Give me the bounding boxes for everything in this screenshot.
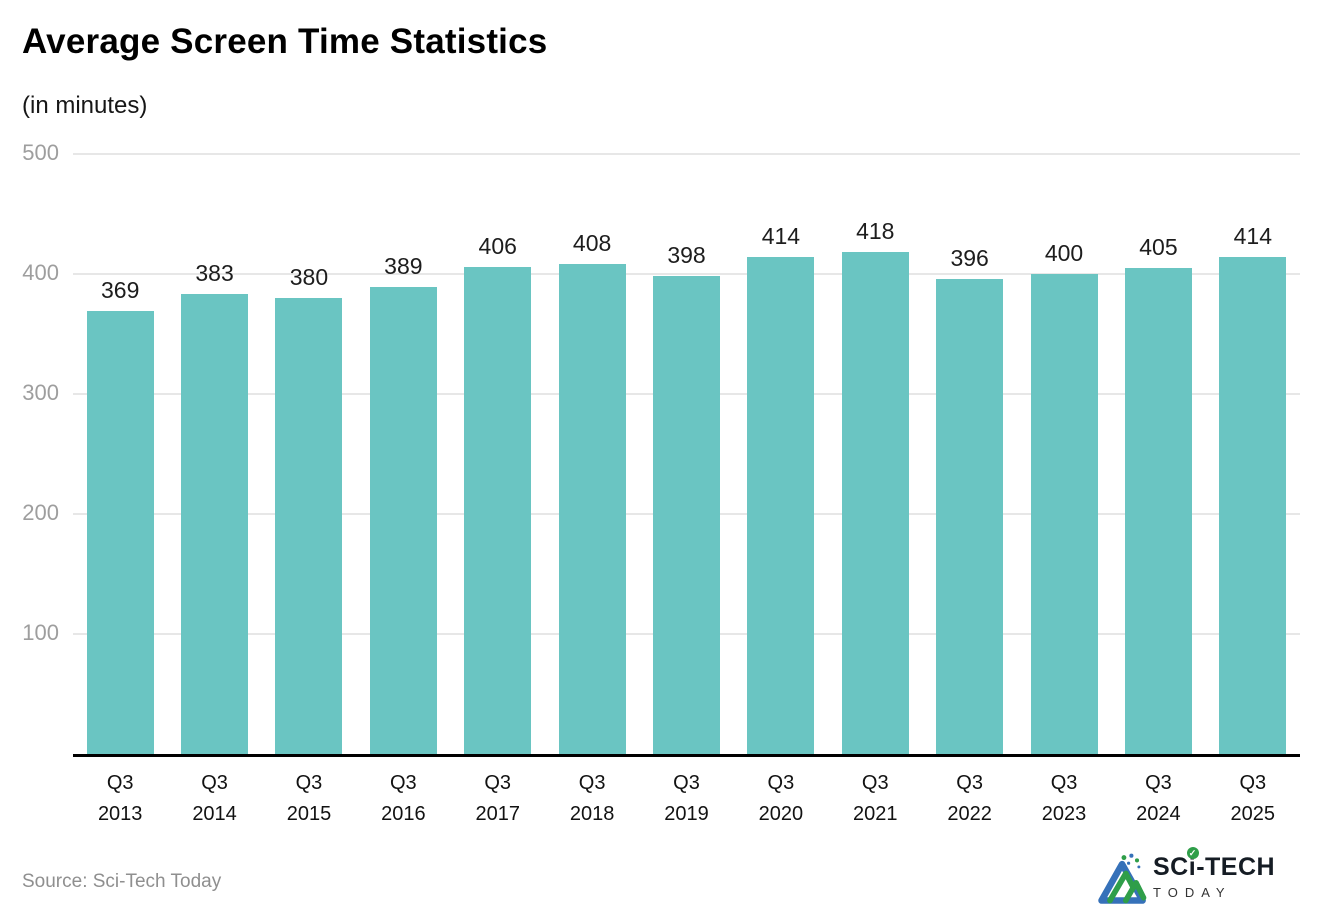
logo-wordmark-i-letter: i xyxy=(1188,853,1197,881)
y-tick-label-300: 300 xyxy=(22,380,59,405)
value-label-418: 418 xyxy=(856,218,895,245)
bar-q3-2016 xyxy=(369,287,437,754)
x-tick-label-q3-2018: Q3 2018 xyxy=(569,772,615,825)
value-label-369: 369 xyxy=(101,277,140,304)
y-tick-label-500: 500 xyxy=(22,140,59,165)
x-tick-label-q3-2019: Q3 2019 xyxy=(664,772,709,825)
x-tick-label-q3-2014: Q3 2014 xyxy=(192,772,237,825)
value-label-405: 405 xyxy=(1139,234,1178,260)
x-tick-label-q3-2024: Q3 2024 xyxy=(1136,772,1181,825)
value-label-400: 400 xyxy=(1044,240,1084,266)
bar-q3-2015 xyxy=(275,298,343,754)
bar-q3-2023 xyxy=(1030,274,1098,754)
value-label-383: 383 xyxy=(195,260,234,287)
value-label-396: 396 xyxy=(950,244,989,271)
x-tick-label-q3-2021: Q3 2021 xyxy=(853,772,898,825)
logo-wordmark-tech: -TECH xyxy=(1196,853,1276,881)
check-icon: ✓ xyxy=(1186,847,1199,859)
chart-title: Average Screen Time Statistics xyxy=(22,22,548,61)
chart-subtitle: (in minutes) xyxy=(22,92,148,119)
bar-q3-2021 xyxy=(841,252,909,754)
value-label-398: 398 xyxy=(667,242,706,269)
value-label-408: 408 xyxy=(572,230,612,257)
x-tick-label-q3-2022: Q3 2022 xyxy=(947,772,992,825)
source-text: Source: Sci-Tech Today xyxy=(22,871,222,892)
y-tick-label-100: 100 xyxy=(22,620,59,645)
bar-q3-2019 xyxy=(653,276,720,754)
gridline-500 xyxy=(73,153,1300,155)
sci-tech-today-logo: SCi ✓ -TECH TODAY xyxy=(1095,847,1295,911)
bar-q3-2018 xyxy=(558,264,626,754)
logo-today-label: TODAY xyxy=(1153,885,1232,900)
x-tick-label-q3-2017: Q3 2017 xyxy=(475,772,520,825)
bar-q3-2014 xyxy=(181,294,249,754)
logo-mountain-icon xyxy=(1098,853,1147,904)
x-tick-label-q3-2016: Q3 2016 xyxy=(381,772,426,825)
x-axis-labels: Q3 2013 Q3 2014 Q3 2015 Q3 2016 Q3 2017 Q3 20… xyxy=(73,768,1300,838)
bar-q3-2025 xyxy=(1219,257,1287,754)
x-tick-label-q3-2025: Q3 2025 xyxy=(1230,772,1276,825)
value-label-406: 406 xyxy=(478,232,517,259)
value-label-414: 414 xyxy=(1233,223,1272,250)
x-tick-label-q3-2013: Q3 2013 xyxy=(97,772,143,825)
x-tick-label-q3-2020: Q3 2020 xyxy=(758,772,804,825)
bar-q3-2020 xyxy=(747,257,815,754)
y-tick-label-400: 400 xyxy=(22,260,59,285)
logo-text: SCi ✓ -TECH TODAY xyxy=(1153,847,1276,900)
bar-q3-2022 xyxy=(936,278,1004,754)
logo-wordmark: SCi ✓ -TECH xyxy=(1153,847,1276,882)
bar-q3-2024 xyxy=(1124,268,1192,754)
x-tick-label-q3-2015: Q3 2015 xyxy=(286,772,332,825)
value-label-414: 414 xyxy=(761,223,801,250)
y-tick-label-200: 200 xyxy=(22,500,59,525)
gridline-400 xyxy=(73,273,1300,275)
plot-area: 100 200 300 400 500 369 383 380 389 406 408 398 414 4… xyxy=(22,140,1300,757)
logo-wordmark-sc: SC xyxy=(1153,853,1189,881)
bar-q3-2017 xyxy=(464,266,532,754)
value-label-389: 389 xyxy=(384,253,423,280)
x-tick-label-q3-2023: Q3 2023 xyxy=(1041,772,1087,825)
logo-wordmark-i: i ✓ xyxy=(1186,847,1199,882)
bar-q3-2013 xyxy=(86,311,154,754)
value-label-380: 380 xyxy=(289,264,329,290)
